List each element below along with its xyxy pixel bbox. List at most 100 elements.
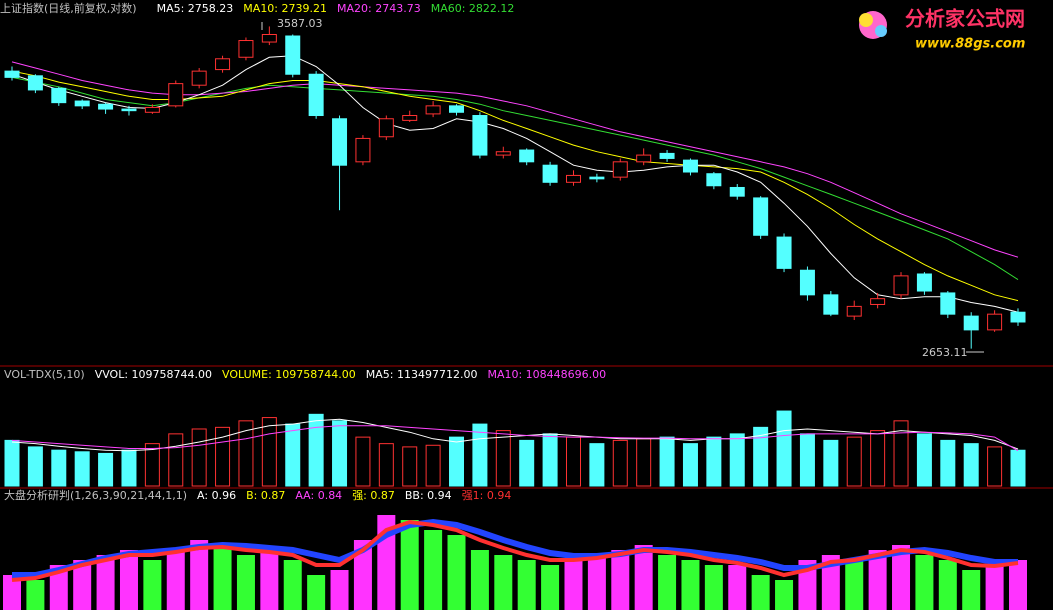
legend-readout: MA60: 2822.12: [431, 2, 515, 15]
candle-body: [472, 115, 488, 156]
indicator-bar: [119, 550, 138, 610]
indicator-bar: [49, 565, 68, 610]
volume-bar: [823, 439, 839, 487]
candle-body: [402, 115, 418, 121]
volume-bar: [495, 430, 511, 487]
candle-body: [636, 154, 652, 163]
indicator-bar: [938, 560, 957, 610]
ma-line: [11, 61, 1019, 258]
indicator-bar: [658, 555, 677, 610]
low-annotation: 2653.11: [922, 346, 968, 359]
volume-bar: [144, 443, 160, 487]
panel-title: VOL-TDX(5,10): [4, 368, 85, 381]
readout: VVOL: 109758744.00: [95, 368, 212, 381]
indicator-bar: [400, 520, 419, 610]
volume-bar: [589, 443, 605, 487]
volume-bar: [51, 449, 67, 487]
indicator-bar: [985, 565, 1004, 610]
indicator-bar: [424, 530, 443, 610]
indicator-bar: [3, 575, 21, 610]
panel-title: 大盘分析研判(1,26,3,90,21,44,1,1): [4, 488, 187, 502]
candle-body: [565, 174, 581, 183]
indicator-bar: [915, 555, 934, 610]
volume-bar: [870, 430, 886, 487]
volume-ma-line: [11, 425, 1019, 452]
volume-bar: [238, 420, 254, 487]
candle-body: [963, 315, 979, 331]
volume-bar: [706, 436, 722, 487]
indicator-bar: [564, 560, 583, 610]
readout: AA: 0.84: [295, 489, 342, 502]
indicator-bar: [868, 550, 887, 610]
candle-body: [799, 269, 815, 296]
indicator-bar: [587, 555, 606, 610]
candle-body: [168, 83, 184, 107]
readout: A: 0.96: [197, 489, 236, 502]
logo-icon: [859, 13, 873, 27]
indicator-bar: [1009, 560, 1027, 610]
indicator-bar: [26, 580, 45, 610]
candle-body: [1010, 311, 1026, 323]
indicator-bar: [611, 550, 630, 610]
volume-bar: [98, 452, 114, 487]
volume-bar: [261, 417, 277, 487]
indicator-bar: [330, 570, 349, 610]
volume-bar: [729, 433, 745, 487]
indicator-bar: [681, 560, 700, 610]
indicator-bar: [845, 560, 864, 610]
volume-bar: [332, 420, 348, 487]
legend-readout: MA10: 2739.21: [243, 2, 327, 15]
volume-bar: [27, 446, 43, 487]
legend-readout: MA20: 2743.73: [337, 2, 421, 15]
indicator-bar: [260, 550, 279, 610]
candle-body: [870, 298, 886, 305]
candle-body: [308, 73, 324, 117]
volume-bar: [542, 433, 558, 487]
candle-body: [121, 108, 137, 112]
volume-bar: [940, 439, 956, 487]
volume-bar: [449, 436, 465, 487]
logo-name: 分析家公式网: [905, 7, 1025, 31]
indicator-bar: [447, 535, 466, 610]
indicator-bar: [821, 555, 840, 610]
volume-bar: [565, 436, 581, 487]
candle-body: [51, 87, 67, 104]
indicator-bar: [634, 545, 653, 610]
indicator-bar: [236, 555, 255, 610]
indicator-bar: [213, 545, 232, 610]
candle-body: [425, 105, 441, 115]
candle-body: [495, 151, 511, 156]
candle-body: [682, 159, 698, 173]
candle-body: [378, 118, 394, 138]
candle-body: [98, 103, 114, 110]
indicator-line: [11, 519, 1019, 582]
candle-body: [659, 152, 675, 159]
volume-bar: [519, 439, 535, 487]
candle-body: [589, 176, 605, 180]
indicator-bar: [96, 555, 115, 610]
candle-body: [612, 161, 628, 178]
candle-body: [776, 236, 792, 269]
candle-body: [893, 275, 909, 296]
indicator-bar: [751, 575, 770, 610]
readout: BB: 0.94: [405, 489, 452, 502]
candle-body: [729, 186, 745, 197]
indicator-bar: [892, 545, 911, 610]
candle-body: [191, 70, 207, 86]
indicator-bar: [494, 555, 513, 610]
candle-body: [706, 173, 722, 187]
indicator-bar: [704, 565, 723, 610]
volume-bar: [308, 413, 324, 487]
volume-bar: [636, 438, 652, 487]
candle-body: [238, 40, 254, 58]
candle-body: [4, 70, 20, 78]
candle-body: [332, 118, 348, 166]
candle-body: [261, 34, 277, 43]
volume-bar: [402, 446, 418, 487]
indicator-bar: [541, 565, 560, 610]
volume-bar: [776, 410, 792, 487]
volume-bar: [916, 433, 932, 487]
volume-bar: [472, 423, 488, 487]
logo-icon: [875, 25, 887, 37]
